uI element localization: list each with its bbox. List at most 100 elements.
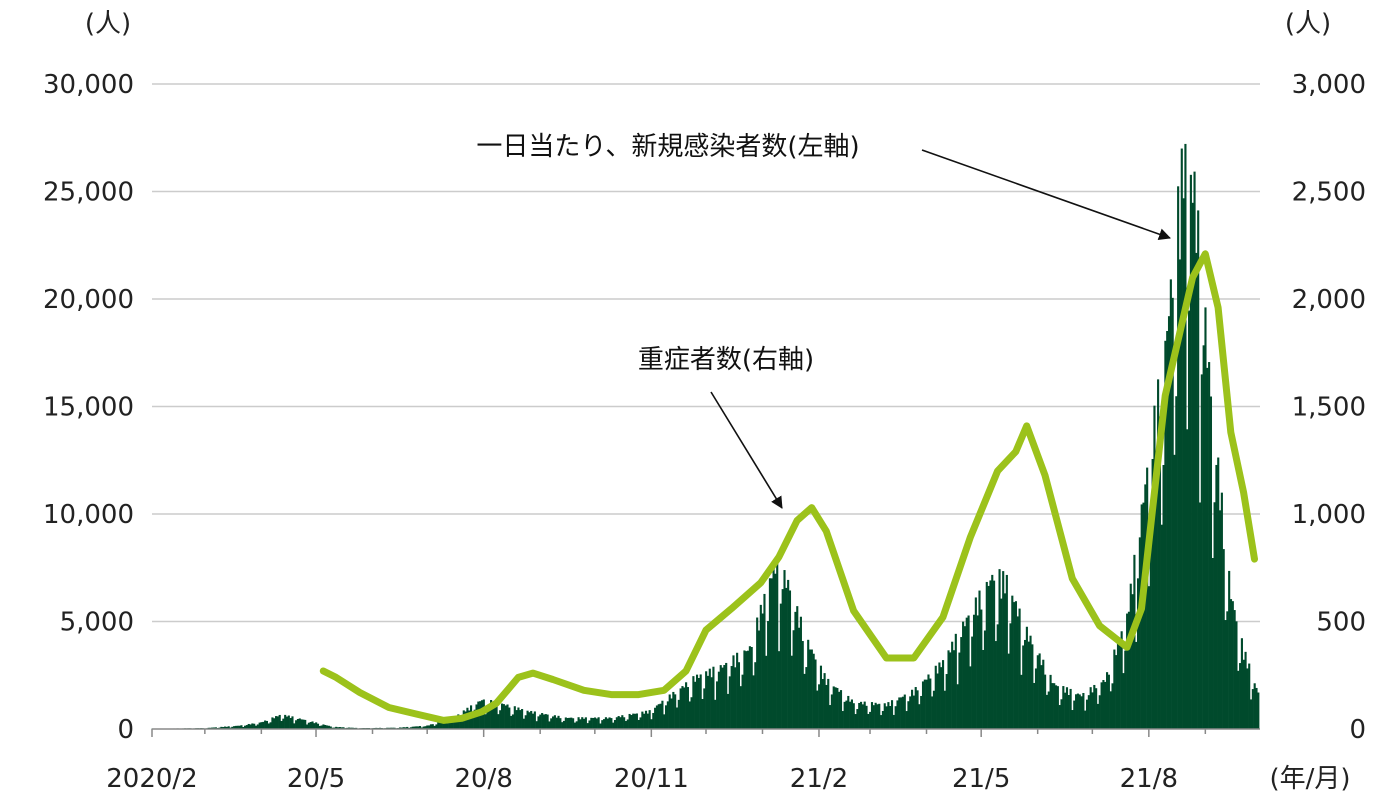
case-bar: [253, 723, 256, 729]
case-bar: [745, 651, 748, 729]
case-bar: [657, 704, 660, 729]
case-bar: [276, 716, 279, 729]
case-bar: [1085, 699, 1089, 729]
case-bar: [885, 706, 888, 729]
case-bar: [726, 693, 730, 729]
case-bar: [413, 726, 416, 729]
case-bar: [1147, 586, 1151, 729]
case-bar: [1036, 655, 1039, 729]
case-bar: [579, 719, 582, 729]
case-bar: [881, 710, 884, 729]
case-bar: [803, 673, 806, 729]
case-bar: [1248, 663, 1251, 729]
x-tick-label: 20/5: [287, 764, 345, 794]
case-bar: [244, 725, 247, 729]
case-bar: [1246, 668, 1249, 729]
case-bar: [1096, 703, 1100, 729]
case-bar: [1102, 679, 1105, 729]
case-bar: [1095, 688, 1098, 729]
case-bar: [1226, 611, 1229, 729]
case-bar: [624, 721, 628, 729]
case-bar: [291, 716, 294, 729]
case-bar: [646, 713, 649, 729]
case-bar: [1065, 687, 1069, 729]
case-bar: [681, 686, 684, 729]
case-bar: [542, 714, 546, 729]
case-bar: [510, 715, 513, 729]
case-bar: [1169, 279, 1172, 729]
case-bar: [845, 700, 848, 729]
case-bar: [801, 641, 804, 729]
case-bar: [265, 720, 269, 729]
case-bar: [949, 652, 952, 729]
case-bar: [222, 727, 225, 729]
case-bar: [484, 714, 487, 729]
case-bar: [825, 684, 828, 729]
case-bar: [856, 709, 859, 729]
case-bar: [490, 700, 493, 729]
case-bar: [1189, 174, 1192, 729]
case-bar: [262, 721, 265, 729]
case-bar: [701, 698, 704, 729]
case-bar: [1249, 699, 1253, 729]
case-bar: [1204, 307, 1207, 729]
case-bar: [524, 715, 527, 729]
case-bar: [278, 714, 281, 729]
case-bar: [1202, 345, 1205, 729]
case-bar: [655, 705, 659, 729]
case-bar: [1180, 148, 1183, 730]
case-bar: [500, 703, 504, 729]
case-bar: [418, 726, 422, 729]
case-bar: [1215, 464, 1218, 729]
case-bar: [273, 718, 276, 729]
left-axis-unit: (人): [85, 9, 131, 39]
case-bar: [741, 674, 744, 729]
case-bar: [1011, 595, 1014, 729]
case-bar: [931, 696, 934, 729]
case-bar: [1155, 452, 1158, 729]
case-bar: [289, 717, 292, 729]
case-bar: [998, 569, 1001, 729]
severe-line: [319, 250, 1258, 724]
case-bar: [451, 718, 454, 729]
case-bar: [1000, 598, 1003, 729]
case-bar: [1153, 405, 1156, 729]
case-bar: [768, 578, 771, 729]
case-bar: [1178, 259, 1182, 729]
case-bar: [1075, 694, 1078, 729]
case-bar: [788, 590, 792, 729]
case-bar: [867, 713, 870, 729]
case-bar: [785, 587, 788, 729]
case-bar: [326, 725, 329, 729]
case-bar: [1251, 689, 1254, 729]
case-bar: [1138, 537, 1141, 729]
case-bar: [683, 687, 686, 729]
case-bar: [632, 713, 635, 729]
case-bar: [1002, 571, 1005, 729]
case-bar: [615, 717, 618, 729]
gridlines: [152, 83, 1260, 623]
case-bar: [748, 646, 751, 729]
case-bar: [703, 688, 706, 729]
case-bar: [1003, 593, 1007, 729]
case-bar: [905, 711, 908, 729]
case-bar: [322, 724, 325, 729]
case-bar: [429, 724, 433, 729]
case-bar: [617, 716, 620, 729]
case-bar: [1175, 396, 1178, 729]
case-bar: [710, 677, 713, 729]
case-bar: [313, 723, 316, 729]
case-bar: [830, 694, 833, 729]
case-bar: [1184, 143, 1187, 729]
case-bar: [719, 665, 722, 729]
case-bar: [757, 630, 761, 729]
case-bar: [242, 726, 245, 729]
case-bar: [847, 695, 850, 729]
case-bar: [675, 707, 679, 729]
case-bar: [938, 662, 941, 729]
case-bar: [584, 717, 587, 729]
case-bar: [459, 720, 462, 729]
case-bar: [909, 696, 912, 729]
case-bar: [287, 715, 290, 729]
